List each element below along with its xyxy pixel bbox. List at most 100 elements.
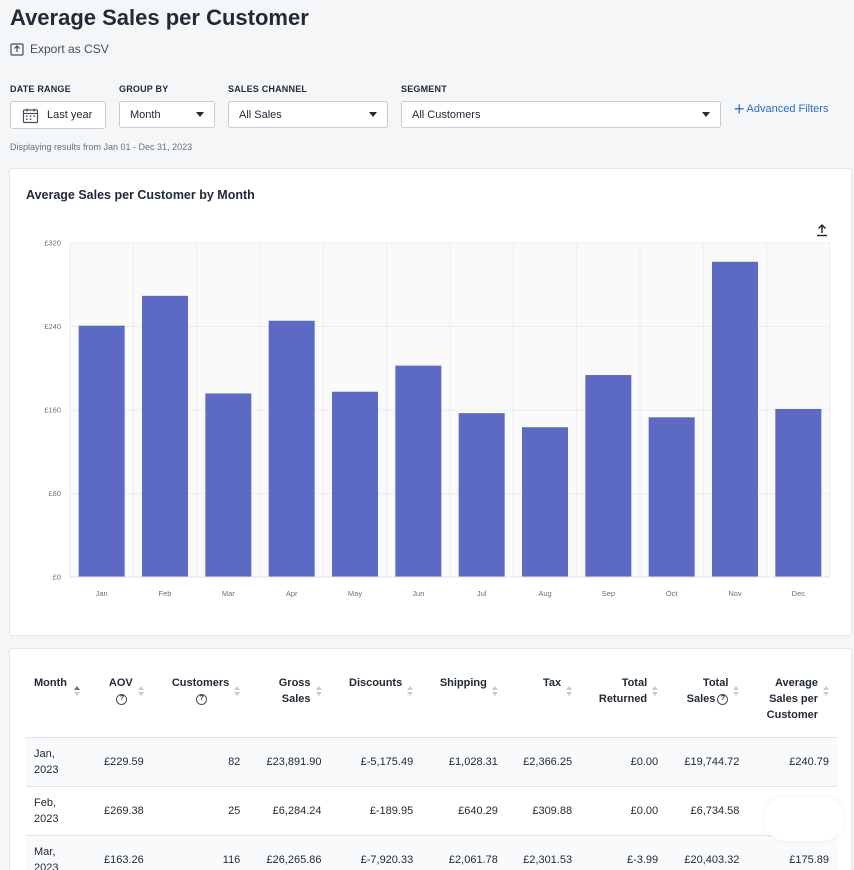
export-csv-button[interactable]: Export as CSV [10,42,109,56]
table-cell: £229.59 [88,737,152,787]
help-icon[interactable]: ? [196,693,208,705]
table-cell: £2,061.78 [421,835,506,870]
column-header-line: Returned [598,693,648,705]
table-cell: £19,744.72 [666,737,748,787]
sales-channel-label: SALES CHANNEL [228,84,308,94]
calendar-icon [22,108,39,123]
column-header-line: Average [774,677,818,689]
sort-icon[interactable] [652,686,659,696]
help-line: ? [109,691,133,707]
help-icon[interactable]: ? [116,693,128,705]
group-by-select[interactable]: Month [119,101,215,128]
column-header-line: Gross [278,677,311,689]
segment-select[interactable]: All Customers [401,101,721,128]
column-header[interactable]: Shipping [421,671,506,738]
sort-icon[interactable] [733,686,740,696]
bar [78,325,125,577]
date-range-label: DATE RANGE [10,84,71,94]
x-tick-label: Feb [159,589,172,598]
table-cell: £-5,175.49 [329,737,422,787]
sales-channel-value: All Sales [239,108,282,121]
table-row: Jan, 2023 £229.59 82 £23,891.90 £-5,175.49 £1… [26,737,837,787]
y-tick-label: £320 [44,239,61,248]
sort-icon[interactable] [823,686,829,696]
table-cell: £1,028.31 [421,737,506,787]
sort-icon[interactable] [315,686,322,696]
x-tick-label: Dec [792,589,806,598]
display-range-text: Displaying results from Jan 01 - Dec 31,… [10,142,193,152]
column-header-line: Month [34,677,67,689]
sort-icon[interactable] [74,686,80,696]
bar [458,413,505,577]
bar-chart: £0 £80 £160 £240 £320 Jan Feb Mar Apr May Jun Jul Au… [44,239,831,598]
x-tick-label: Sep [602,589,615,598]
date-range-button[interactable]: Last year [10,101,106,129]
table-row: Mar, 2023 £163.26 116 £26,265.86 £-7,920.33 £… [26,835,837,870]
export-icon [10,43,24,56]
bar [522,427,568,577]
table-cell: Jan, 2023 [26,737,88,787]
data-table: Month AOV? Customers? Gross Sales Discounts Sh… [26,671,837,870]
sort-icon[interactable] [137,686,144,696]
column-header-text: AOV [108,677,133,689]
chart-export-icon[interactable] [816,223,828,237]
column-header[interactable]: Tax [506,671,580,738]
table-cell: £-3.99 [580,835,667,870]
bar [775,408,822,577]
column-header-label: Month [34,675,67,691]
column-header[interactable]: Customers? [152,671,249,738]
chevron-down-icon [196,112,204,117]
table-cell: £6,734.58 [666,786,748,836]
column-header[interactable]: Total Sales? [666,671,747,738]
column-header[interactable]: Discounts [330,671,422,738]
sort-icon[interactable] [234,686,241,696]
column-header-label: Total Sales? [687,675,729,707]
column-header-label: Shipping [440,675,487,691]
floating-action-button[interactable] [764,797,844,841]
sort-icon[interactable] [491,686,498,696]
y-tick-label: £160 [44,406,61,415]
table-cell: £0.00 [580,737,667,787]
column-header-label: Customers? [172,675,229,707]
column-header-label: Discounts [349,675,402,691]
data-table-card: Month AOV? Customers? Gross Sales Discounts Sh… [9,648,852,870]
bar [712,261,758,577]
y-tick-label: £240 [44,322,61,331]
sort-icon[interactable] [566,686,573,696]
x-tick-label: Apr [286,589,298,598]
segment-value: All Customers [412,108,481,121]
sales-channel-select[interactable]: All Sales [228,101,388,128]
column-header[interactable]: Gross Sales [248,671,329,738]
x-tick-label: Oct [666,589,679,598]
chevron-down-icon [369,112,377,117]
table-body: Jan, 2023 £229.59 82 £23,891.90 £-5,175.49 £1… [26,737,837,870]
export-label: Export as CSV [30,42,109,56]
date-range-value: Last year [47,109,93,121]
column-header[interactable]: AOV? [88,671,152,738]
column-header-text: Customers [171,677,230,689]
table-cell: Feb, 2023 [26,786,88,836]
column-header[interactable]: Average Sales per Customer [747,671,837,738]
column-header[interactable]: Total Returned [580,671,666,738]
bar [205,393,252,577]
column-header-line: Customers [172,675,229,691]
chart-card: Average Sales per Customer by Month £0 £8… [9,168,852,636]
y-tick-label: £80 [48,489,61,498]
advanced-filters-button[interactable]: + Advanced Filters [734,100,828,118]
table-cell: £163.26 [88,835,152,870]
page-title: Average Sales per Customer [10,5,309,30]
bar [142,295,188,577]
table-cell: £-7,920.33 [329,835,422,870]
column-header-line: Shipping [439,677,487,689]
x-tick-label: Aug [538,589,551,598]
table-cell: £0.00 [580,786,667,836]
table-cell: £6,284.24 [248,786,330,836]
sort-icon[interactable] [407,686,414,696]
column-header[interactable]: Month [26,671,88,738]
help-icon[interactable]: ? [717,693,729,705]
column-header-label: Tax [543,675,561,691]
column-header-line: Total [702,677,729,689]
x-tick-label: Jul [477,589,487,598]
column-header-label: Average Sales per Customer [767,675,818,723]
bar [395,365,442,577]
